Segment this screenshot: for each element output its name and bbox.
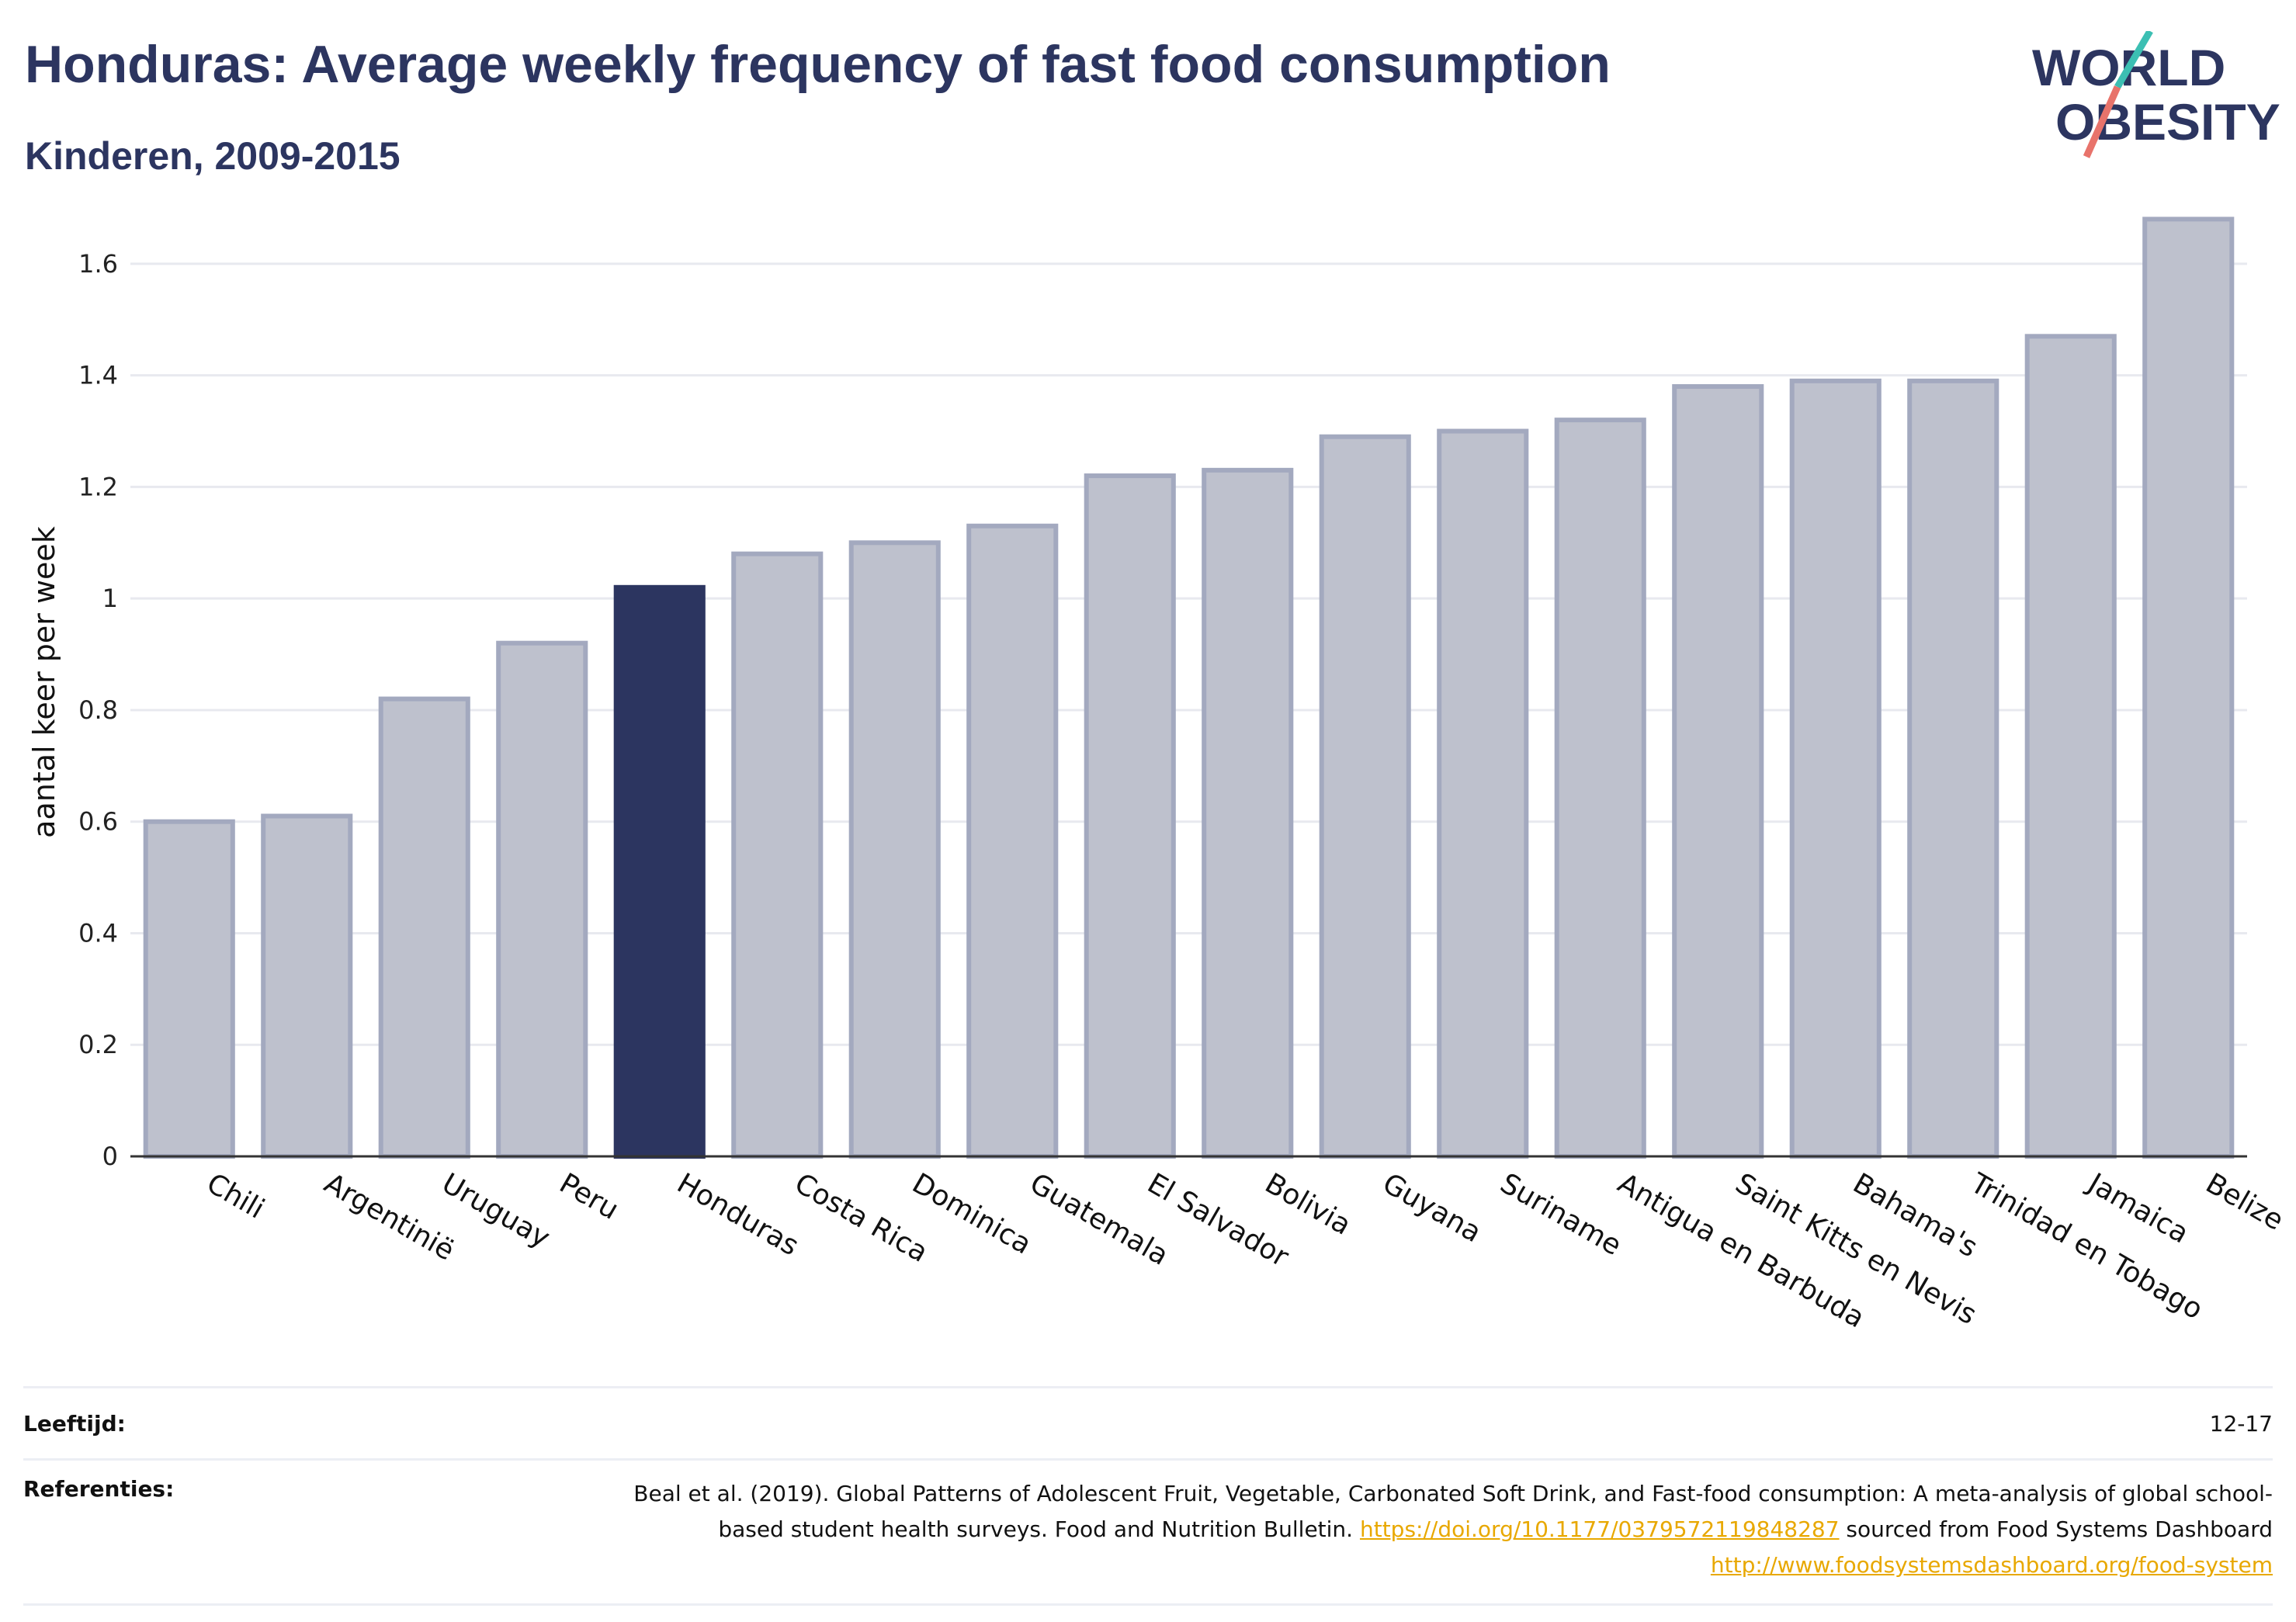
bar: [2024, 334, 2117, 1159]
bar-highlighted: [613, 584, 706, 1159]
logo-line-2: OBESITY: [2055, 93, 2280, 151]
bar: [1202, 467, 1294, 1159]
reference-text-1: Beal et al. (2019). Global Patterns of A…: [633, 1481, 2273, 1542]
y-tick-label: 0.2: [78, 1030, 118, 1059]
bar: [731, 551, 824, 1159]
bar: [848, 540, 941, 1159]
y-axis-title: aantal keer per week: [27, 526, 61, 838]
x-tick-label: Bolivia: [1260, 1167, 1357, 1242]
references-row: Referenties: Beal et al. (2019). Global …: [23, 1458, 2273, 1606]
bar: [966, 523, 1059, 1159]
dashboard-link[interactable]: http://www.foodsystemsdashboard.org/food…: [1710, 1552, 2273, 1578]
x-tick-label: Suriname: [1495, 1167, 1627, 1262]
logo-slash-coral: [2083, 85, 2121, 158]
footer: Leeftijd: 12-17 Referenties: Beal et al.…: [23, 1386, 2273, 1606]
bar: [261, 813, 353, 1159]
bar: [1907, 378, 1999, 1159]
references-text: Beal et al. (2019). Global Patterns of A…: [619, 1476, 2273, 1583]
bar: [2142, 217, 2235, 1159]
x-tick-label: Honduras: [671, 1167, 803, 1262]
y-tick-label: 1.2: [78, 472, 118, 501]
bar: [1554, 418, 1646, 1159]
world-obesity-logo: WORLD OBESITY: [2032, 31, 2280, 158]
age-row: Leeftijd: 12-17: [23, 1386, 2273, 1458]
x-tick-label: Chili: [201, 1167, 269, 1225]
y-tick-label: 0: [102, 1142, 118, 1171]
doi-link[interactable]: https://doi.org/10.1177/0379572119848287: [1359, 1516, 1840, 1542]
x-tick-label: Peru: [554, 1167, 624, 1226]
bar: [1789, 378, 1882, 1159]
y-tick-label: 1.6: [78, 249, 118, 279]
x-tick-label: Argentinië: [319, 1167, 460, 1267]
page-subtitle: Kinderen, 2009-2015: [25, 134, 401, 178]
bar: [1437, 428, 1529, 1159]
y-tick-label: 0.6: [78, 807, 118, 837]
bar: [1672, 384, 1764, 1159]
age-value: 12-17: [2209, 1410, 2273, 1437]
bar: [143, 819, 235, 1159]
reference-text-2: sourced from Food Systems Dashboard: [1839, 1516, 2273, 1542]
y-tick-label: 1: [102, 584, 118, 613]
bar: [1319, 434, 1411, 1159]
y-tick-label: 0.8: [78, 695, 118, 725]
y-tick-label: 0.4: [78, 918, 118, 948]
age-label: Leeftijd:: [23, 1410, 126, 1437]
page-title: Honduras: Average weekly frequency of fa…: [25, 35, 1611, 94]
y-tick-label: 1.4: [78, 361, 118, 390]
bar: [1084, 473, 1176, 1159]
x-tick-label: Belize: [2201, 1167, 2289, 1236]
logo-slash-teal: [2114, 31, 2153, 89]
references-label: Referenties:: [23, 1476, 175, 1502]
x-tick-label: Costa Rica: [789, 1167, 933, 1269]
bar: [496, 640, 588, 1159]
x-tick-label: Guyana: [1377, 1167, 1486, 1249]
bar: [378, 696, 470, 1159]
